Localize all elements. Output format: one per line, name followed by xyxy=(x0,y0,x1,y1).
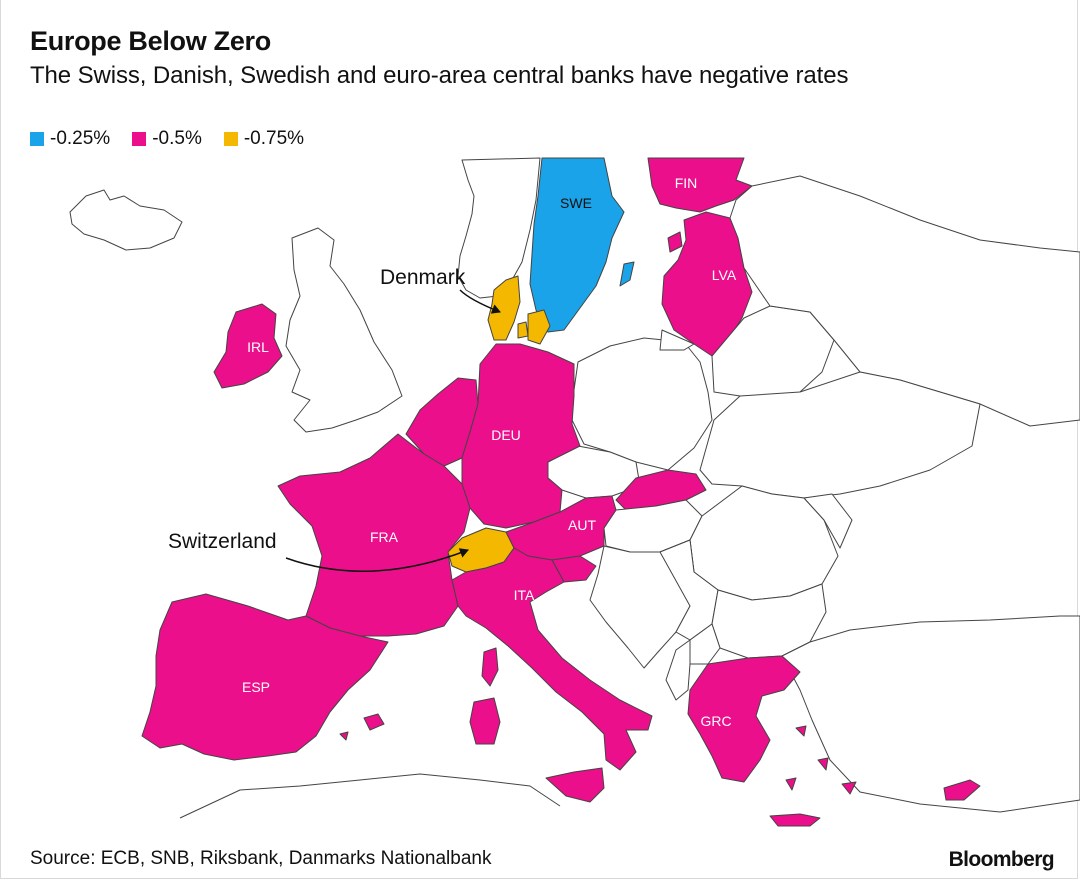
label-grc: GRC xyxy=(700,713,731,729)
label-fin: FIN xyxy=(675,175,698,191)
island-sardinia xyxy=(469,697,501,745)
island-sicily xyxy=(545,767,605,803)
country-sweden xyxy=(529,157,625,333)
annotation-switzerland: Switzerland xyxy=(168,530,277,553)
island-ibiza xyxy=(339,731,349,741)
country-italy xyxy=(451,547,653,771)
island-aegean-4 xyxy=(841,781,857,795)
annotation-denmark-arrow xyxy=(459,289,501,314)
label-aut: AUT xyxy=(568,517,596,533)
annotation-denmark: Denmark xyxy=(380,266,466,289)
country-ireland xyxy=(213,303,283,389)
legend: -0.25% -0.5% -0.75% xyxy=(30,128,304,150)
country-greece xyxy=(687,655,801,783)
country-moldova xyxy=(803,493,853,549)
country-denmark xyxy=(487,275,521,341)
country-germany xyxy=(461,343,581,529)
annotation-switzerland-arrow xyxy=(285,548,469,572)
island-aegean-1 xyxy=(795,725,807,737)
chart-title: Europe Below Zero xyxy=(30,26,271,56)
legend-label-050: -0.5% xyxy=(152,128,202,149)
island-cyprus xyxy=(943,779,981,801)
label-irl: IRL xyxy=(247,339,269,355)
legend-swatch-025 xyxy=(30,132,44,146)
legend-label-025: -0.25% xyxy=(50,128,111,149)
legend-swatch-075 xyxy=(223,132,238,146)
island-mallorca xyxy=(363,713,385,731)
brand-logo: Bloomberg xyxy=(948,848,1055,871)
label-ita: ITA xyxy=(514,587,535,603)
legend-swatch-050 xyxy=(132,132,147,146)
country-ukraine xyxy=(699,371,981,499)
legend-item-075: -0.75% xyxy=(223,128,305,150)
label-esp: ESP xyxy=(242,679,270,695)
label-lva: LVA xyxy=(712,267,737,283)
island-gotland xyxy=(619,261,635,287)
country-norway xyxy=(457,157,541,299)
europe-map: SWE FIN LVA IRL DEU FRA AUT ITA ESP GRC … xyxy=(69,157,1080,827)
country-finland xyxy=(647,157,753,213)
country-kaliningrad xyxy=(659,329,695,351)
north-africa-coast xyxy=(179,773,561,819)
country-great-britain xyxy=(285,227,403,433)
label-swe: SWE xyxy=(560,195,592,211)
legend-label-075: -0.75% xyxy=(243,128,305,149)
label-deu: DEU xyxy=(491,427,521,443)
country-poland xyxy=(571,337,713,471)
country-belarus xyxy=(711,305,835,403)
island-saaremaa xyxy=(667,231,683,253)
country-france xyxy=(277,433,471,637)
chart-subtitle: The Swiss, Danish, Swedish and euro-area… xyxy=(30,62,849,89)
country-iceland xyxy=(69,189,183,251)
island-aegean-3 xyxy=(785,777,797,791)
country-turkey-west xyxy=(781,615,1080,813)
country-iberia xyxy=(141,593,389,761)
legend-item-025: -0.25% xyxy=(30,128,110,150)
island-corsica xyxy=(481,647,499,687)
label-fra: FRA xyxy=(370,529,399,545)
country-albania xyxy=(665,639,691,701)
island-crete xyxy=(769,813,821,827)
island-aegean-2 xyxy=(817,757,829,771)
legend-item-050: -0.5% xyxy=(132,128,202,150)
island-funen xyxy=(517,321,529,339)
source-note: Source: ECB, SNB, Riksbank, Danmarks Nat… xyxy=(30,848,492,869)
